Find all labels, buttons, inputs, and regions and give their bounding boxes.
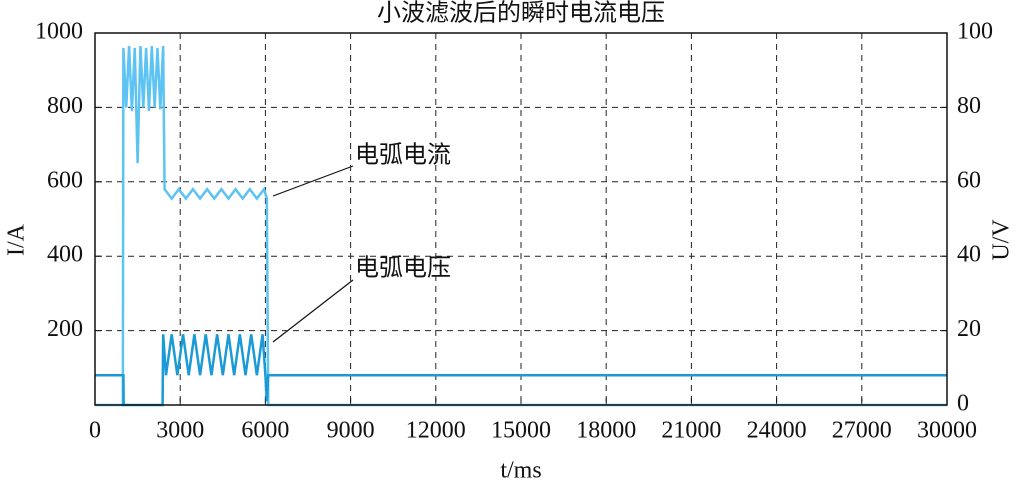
series-line: [95, 45, 947, 407]
x-tick-label: 27000: [832, 418, 892, 444]
y-tick-label: 600: [47, 167, 83, 193]
x-tick-label: 6000: [241, 418, 289, 444]
leader-line: [272, 279, 354, 343]
x-tick-label: 3000: [156, 418, 204, 444]
x-tick-label: 24000: [747, 418, 807, 444]
leader-line: [272, 165, 354, 197]
x-tick-label: 9000: [327, 418, 375, 444]
x-tick-label: 15000: [491, 418, 551, 444]
annotation: 电弧电压: [355, 255, 451, 282]
y-tick-label: 800: [47, 93, 83, 119]
y2-tick-label: 0: [957, 391, 969, 417]
y2-tick-label: 40: [957, 242, 981, 268]
x-tick-label: 30000: [917, 418, 977, 444]
x-tick-label: 12000: [406, 418, 466, 444]
y-tick-label: 1000: [35, 19, 83, 45]
y-tick-label: 400: [47, 242, 83, 268]
y2-axis-label: U/V: [989, 219, 1015, 261]
x-tick-label: 18000: [576, 418, 636, 444]
series-line: [95, 334, 947, 407]
x-tick-label: 21000: [661, 418, 721, 444]
annotation: 电弧电流: [355, 142, 451, 169]
chart-title: 小波滤波后的瞬时电流电压: [377, 0, 665, 27]
y2-tick-label: 60: [957, 167, 981, 193]
plot-frame: [94, 32, 948, 406]
y2-tick-label: 20: [957, 316, 981, 342]
x-axis-label: t/ms: [500, 458, 541, 484]
y2-tick-label: 80: [957, 93, 981, 119]
y2-tick-label: 100: [957, 19, 993, 45]
y-tick-label: 200: [47, 316, 83, 342]
y-axis-label: I/A: [4, 223, 30, 256]
x-tick-label: 0: [89, 418, 101, 444]
